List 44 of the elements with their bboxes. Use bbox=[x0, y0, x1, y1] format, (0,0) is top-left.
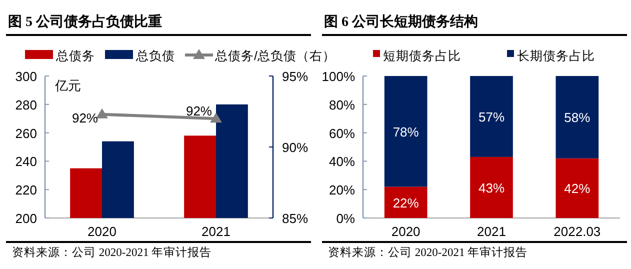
legend-label: 总债务/总负债（右） bbox=[214, 49, 336, 63]
x-tick-label: 2022.03 bbox=[554, 224, 601, 239]
y-tick-label: 60% bbox=[328, 126, 356, 141]
y-tick-label: 100% bbox=[322, 69, 356, 84]
y-tick-label: 300 bbox=[15, 69, 37, 84]
y-tick-label: 220 bbox=[15, 182, 37, 198]
bar bbox=[556, 158, 599, 218]
x-tick-label: 2021 bbox=[477, 224, 506, 239]
bar bbox=[384, 76, 428, 187]
y2-tick-label: 95% bbox=[282, 69, 308, 84]
y-tick-label: 40% bbox=[328, 154, 356, 170]
data-label: 58% bbox=[564, 110, 591, 126]
data-label: 57% bbox=[478, 109, 505, 124]
chart-title: 图 6 公司长短期债务结构 bbox=[324, 14, 478, 30]
x-tick-label: 2021 bbox=[202, 224, 230, 239]
data-label: 22% bbox=[392, 195, 420, 210]
y-tick-label: 240 bbox=[15, 154, 37, 170]
y-tick-label: 80% bbox=[328, 97, 356, 112]
bar bbox=[556, 76, 599, 158]
y2-tick-label: 85% bbox=[282, 211, 308, 226]
text: 资料来源：公司 2020-2021 年审计报告 bbox=[12, 245, 212, 259]
data-label: 78% bbox=[392, 124, 420, 140]
chart-title: 图 5 公司债务占负债比重 bbox=[8, 14, 162, 30]
data-label: 42% bbox=[564, 181, 591, 196]
x-tick-label: 2020 bbox=[88, 224, 116, 239]
bar bbox=[470, 76, 513, 157]
y-tick-label: 280 bbox=[15, 97, 37, 112]
y-axis-title: 亿元 bbox=[54, 78, 81, 93]
y-tick-label: 260 bbox=[15, 126, 37, 141]
x-tick-label: 2020 bbox=[391, 224, 420, 239]
bar bbox=[470, 156, 513, 218]
data-label: 92% bbox=[72, 110, 98, 126]
data-label: 43% bbox=[478, 180, 505, 196]
legend-label: 总债务 bbox=[55, 49, 95, 63]
legend-label: 长期债务占比 bbox=[517, 49, 595, 63]
y-tick-label: 20% bbox=[328, 182, 356, 198]
data-label: 92% bbox=[186, 104, 212, 119]
legend-label: 短期债务占比 bbox=[383, 49, 461, 63]
y2-tick-label: 90% bbox=[282, 140, 308, 155]
legend-label: 总负债 bbox=[135, 49, 175, 63]
y-tick-label: 200 bbox=[15, 211, 37, 226]
bar bbox=[384, 186, 428, 218]
y-tick-label: 0% bbox=[336, 211, 356, 226]
text: 资料来源：公司 2020-2021 年审计报告 bbox=[328, 245, 528, 259]
